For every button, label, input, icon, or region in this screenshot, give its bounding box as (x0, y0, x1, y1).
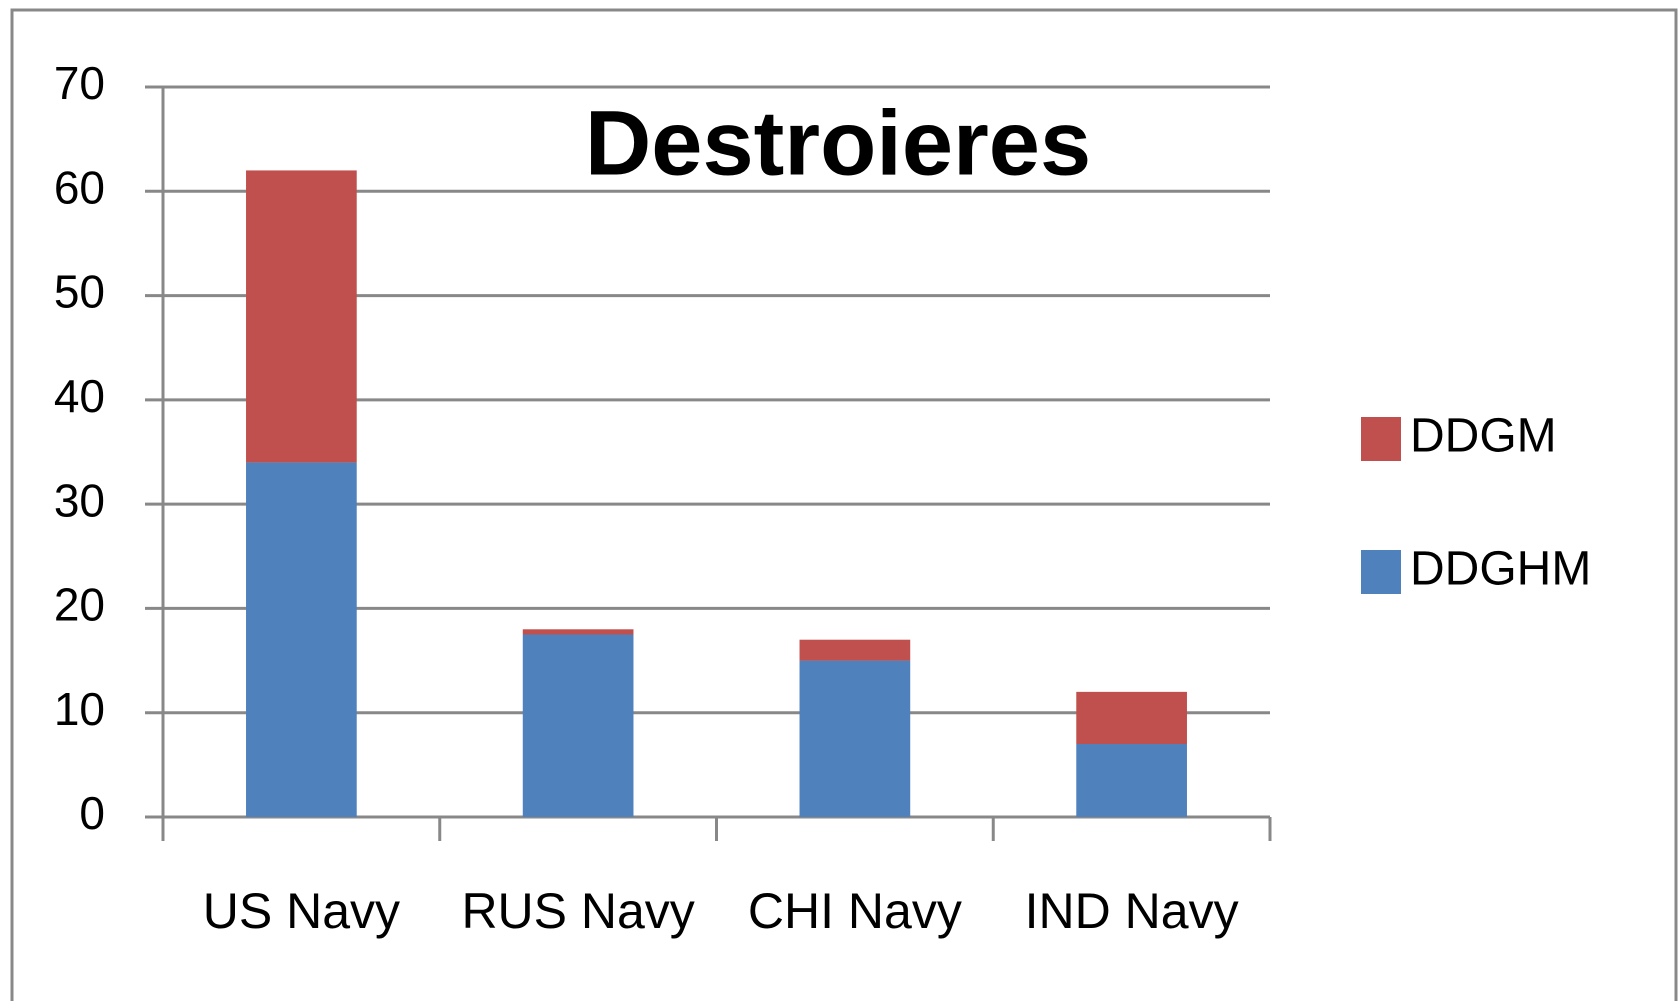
bar-segment (799, 660, 911, 817)
y-tick-label: 20 (54, 579, 105, 631)
x-tick-label: CHI Navy (748, 883, 962, 939)
legend-label: DDGHM (1410, 543, 1591, 596)
y-tick-label: 60 (54, 161, 105, 213)
bar-segment (522, 634, 634, 817)
bar-segment (246, 462, 357, 817)
x-tick-label: IND Navy (1025, 883, 1239, 939)
y-tick-label: 70 (54, 57, 105, 109)
x-tick-label: RUS Navy (461, 883, 694, 939)
x-tick-label: US Navy (203, 883, 400, 939)
y-tick-label: 10 (54, 683, 105, 735)
y-tick-label: 40 (54, 370, 105, 422)
y-tick-label: 30 (54, 474, 105, 526)
bar-segment (1076, 691, 1187, 744)
legend-swatch (1361, 417, 1401, 461)
y-tick-label: 50 (54, 266, 105, 318)
y-tick-label: 0 (79, 787, 105, 839)
bar-segment (1076, 744, 1187, 817)
legend-label: DDGM (1410, 410, 1557, 463)
bar-segment (799, 639, 911, 661)
legend-swatch (1361, 550, 1401, 594)
chart-title: Destroieres (585, 92, 1091, 194)
bar-segment (522, 629, 634, 635)
bar-segment (246, 170, 357, 463)
